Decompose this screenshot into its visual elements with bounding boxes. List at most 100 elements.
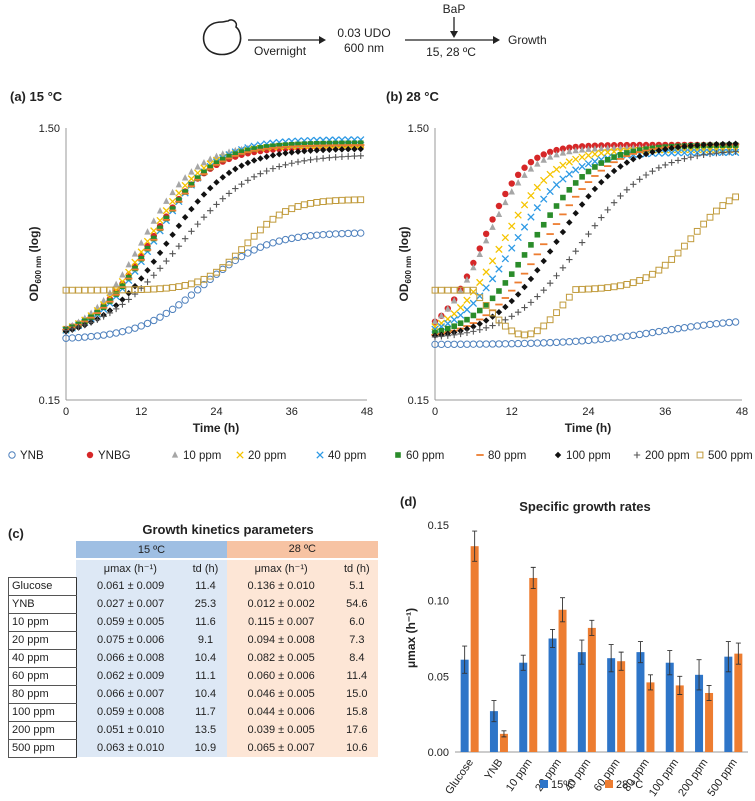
panel-0-point-YNB-t30	[250, 246, 258, 254]
panel-1-point-60ppm-t25	[592, 164, 598, 170]
panel-0-point-200ppm-t34	[276, 163, 283, 170]
panel-1-point-200ppm-t30	[623, 186, 631, 194]
panel-0-point-80ppm-t20	[187, 185, 196, 188]
panel-0-point-100ppm-t25	[219, 174, 226, 181]
panel-1-point-20ppm-t22	[572, 155, 580, 163]
panel-1-point-YNB-t26	[597, 335, 605, 343]
panel-0-point-80ppm-t36	[288, 145, 296, 148]
panel-1-point-20ppm-t3	[450, 310, 458, 318]
panel-1-point-20ppm-t7	[476, 278, 484, 287]
panel-1-point-500ppm-t1	[437, 286, 445, 294]
panel-0-point-200ppm-t33	[269, 165, 277, 172]
panel-0-point-500ppm-t41	[319, 198, 327, 206]
panel-1-point-10ppm-t22	[572, 146, 579, 154]
panel-0-point-10ppm-t15	[156, 207, 164, 214]
panel-0-point-500ppm-t21	[194, 278, 202, 286]
errorbar-28-80ppm	[647, 674, 653, 691]
panel-1-point-100ppm-t33	[642, 150, 650, 158]
table-cell-td28: 5.1	[335, 577, 378, 595]
table-cell-td28: 6.0	[335, 613, 378, 631]
panel-1-point-100ppm-t44	[713, 141, 720, 148]
panel-1-point-60ppm-t14	[521, 252, 528, 258]
panel-0-point-60ppm-t15	[157, 225, 163, 232]
panel-0-point-100ppm-t15	[156, 249, 164, 256]
panel-0-point-60ppm-t10	[125, 274, 132, 281]
panel-1-point-20ppm-t14	[520, 201, 529, 209]
panel-1-point-YNBG-t16	[534, 154, 541, 161]
panel-0-point-100ppm-t28	[238, 162, 245, 169]
table-row: YNB 0.027 ± 0.007 25.3 0.012 ± 0.002 54.6	[8, 595, 378, 614]
panel-1-point-YNB-t35	[655, 327, 663, 336]
panel-a-ytick-bottom: 0.15	[39, 395, 60, 407]
panel-1-point-100ppm-t40	[687, 142, 695, 149]
panel-1-point-YNB-t7	[476, 340, 484, 348]
panel-1-point-200ppm-t12	[508, 313, 515, 320]
panel-0-point-500ppm-t30	[250, 232, 258, 240]
panel-0-point-500ppm-t34	[275, 211, 283, 219]
arrow-bap-head	[450, 31, 458, 38]
panel-0-point-100ppm-t27	[232, 165, 239, 173]
table-col-header-row: μmax (h⁻¹) td (h) μmax (h⁻¹) td (h)	[8, 558, 378, 578]
panel-1-point-40ppm-t23	[578, 162, 586, 171]
panel-1-point-200ppm-t16	[534, 293, 541, 300]
errorbar-28-200ppm	[706, 684, 712, 701]
panel-1-point-40ppm-t7	[476, 292, 484, 300]
legend-marker-7	[554, 451, 562, 459]
panel-1-point-20ppm-t13	[514, 211, 522, 219]
panel-0-point-80ppm-t39	[306, 144, 315, 147]
panel-1-point-100ppm-t7	[476, 320, 483, 327]
legend-label-9: 500 ppm	[708, 450, 753, 462]
panel-1-point-20ppm-t11	[501, 233, 510, 242]
panel-1-point-100ppm-t31	[630, 155, 637, 163]
panel-0-point-60ppm-t45	[345, 140, 351, 147]
panel-a-ylabel-main: OD	[27, 283, 41, 301]
panel-0-point-60ppm-t29	[245, 147, 251, 154]
panel-1-point-200ppm-t36	[662, 161, 669, 169]
panel-0-point-500ppm-t23	[206, 272, 214, 280]
table-cell-label: Glucose	[8, 577, 77, 596]
panel-0-point-YNB-t32	[262, 241, 271, 249]
panel-1-point-100ppm-t9	[489, 313, 496, 320]
table-cell-mu15: 0.063 ± 0.010	[76, 739, 185, 757]
panel-1-point-20ppm-t10	[495, 245, 503, 254]
panel-c: (c) Growth kinetics parameters 15 ºC 28 …	[8, 522, 378, 758]
panel-1-point-200ppm-t46	[726, 148, 733, 156]
panel-0-point-20ppm-t16	[162, 207, 170, 215]
panel-0-point-200ppm-t31	[257, 170, 264, 177]
panel-c-label: (c)	[8, 526, 24, 541]
panel-1-point-200ppm-t42	[700, 151, 707, 159]
errorbar-15-Glucose	[462, 645, 468, 674]
panel-1-point-200ppm-t17	[540, 286, 547, 294]
panel-1-point-YNB-t3	[450, 340, 458, 348]
panel-1-point-500ppm-t20	[559, 301, 567, 309]
panel-0-point-80ppm-t7	[106, 300, 114, 303]
panel-0-point-500ppm-t42	[325, 197, 333, 205]
panel-0-point-100ppm-t17	[169, 231, 176, 238]
panel-0-point-200ppm-t40	[313, 155, 321, 163]
panel-d-xtick-1: YNB	[483, 757, 506, 782]
bar-15-60ppm	[607, 658, 616, 752]
panel-1-xtick-36: 36	[659, 406, 671, 418]
panel-0-point-200ppm-t28	[238, 180, 245, 188]
panel-0-point-60ppm-t47	[357, 140, 364, 147]
growth-kinetics-table: 15 ºC 28 ºC μmax (h⁻¹) td (h) μmax (h⁻¹)…	[8, 540, 378, 758]
panel-1-point-200ppm-t5	[463, 329, 471, 336]
panel-0-point-80ppm-t38	[300, 145, 308, 147]
panel-1-point-500ppm-t18	[546, 316, 554, 324]
panel-0-point-YNB-t39	[306, 232, 315, 240]
panel-1-point-500ppm-t3	[450, 286, 458, 294]
bar-28-80ppm	[646, 682, 655, 752]
table-cell-td15: 11.4	[184, 577, 227, 595]
panel-1-point-10ppm-t17	[540, 156, 547, 163]
panel-0-point-200ppm-t37	[294, 158, 302, 166]
panel-0-point-YNB-t7	[106, 330, 114, 338]
panel-1-point-20ppm-t26	[597, 149, 605, 157]
panel-1-point-200ppm-t24	[585, 230, 592, 238]
panel-0-point-80ppm-t14	[150, 238, 158, 241]
panel-0-point-100ppm-t24	[213, 179, 220, 186]
panel-0-point-20ppm-t17	[168, 197, 177, 206]
panel-a-ylabel: OD600 nm (log)	[27, 227, 43, 302]
panel-1-point-100ppm-t42	[700, 141, 707, 149]
panel-0-point-500ppm-t37	[294, 203, 302, 210]
panel-0-point-80ppm-t44	[338, 144, 346, 147]
